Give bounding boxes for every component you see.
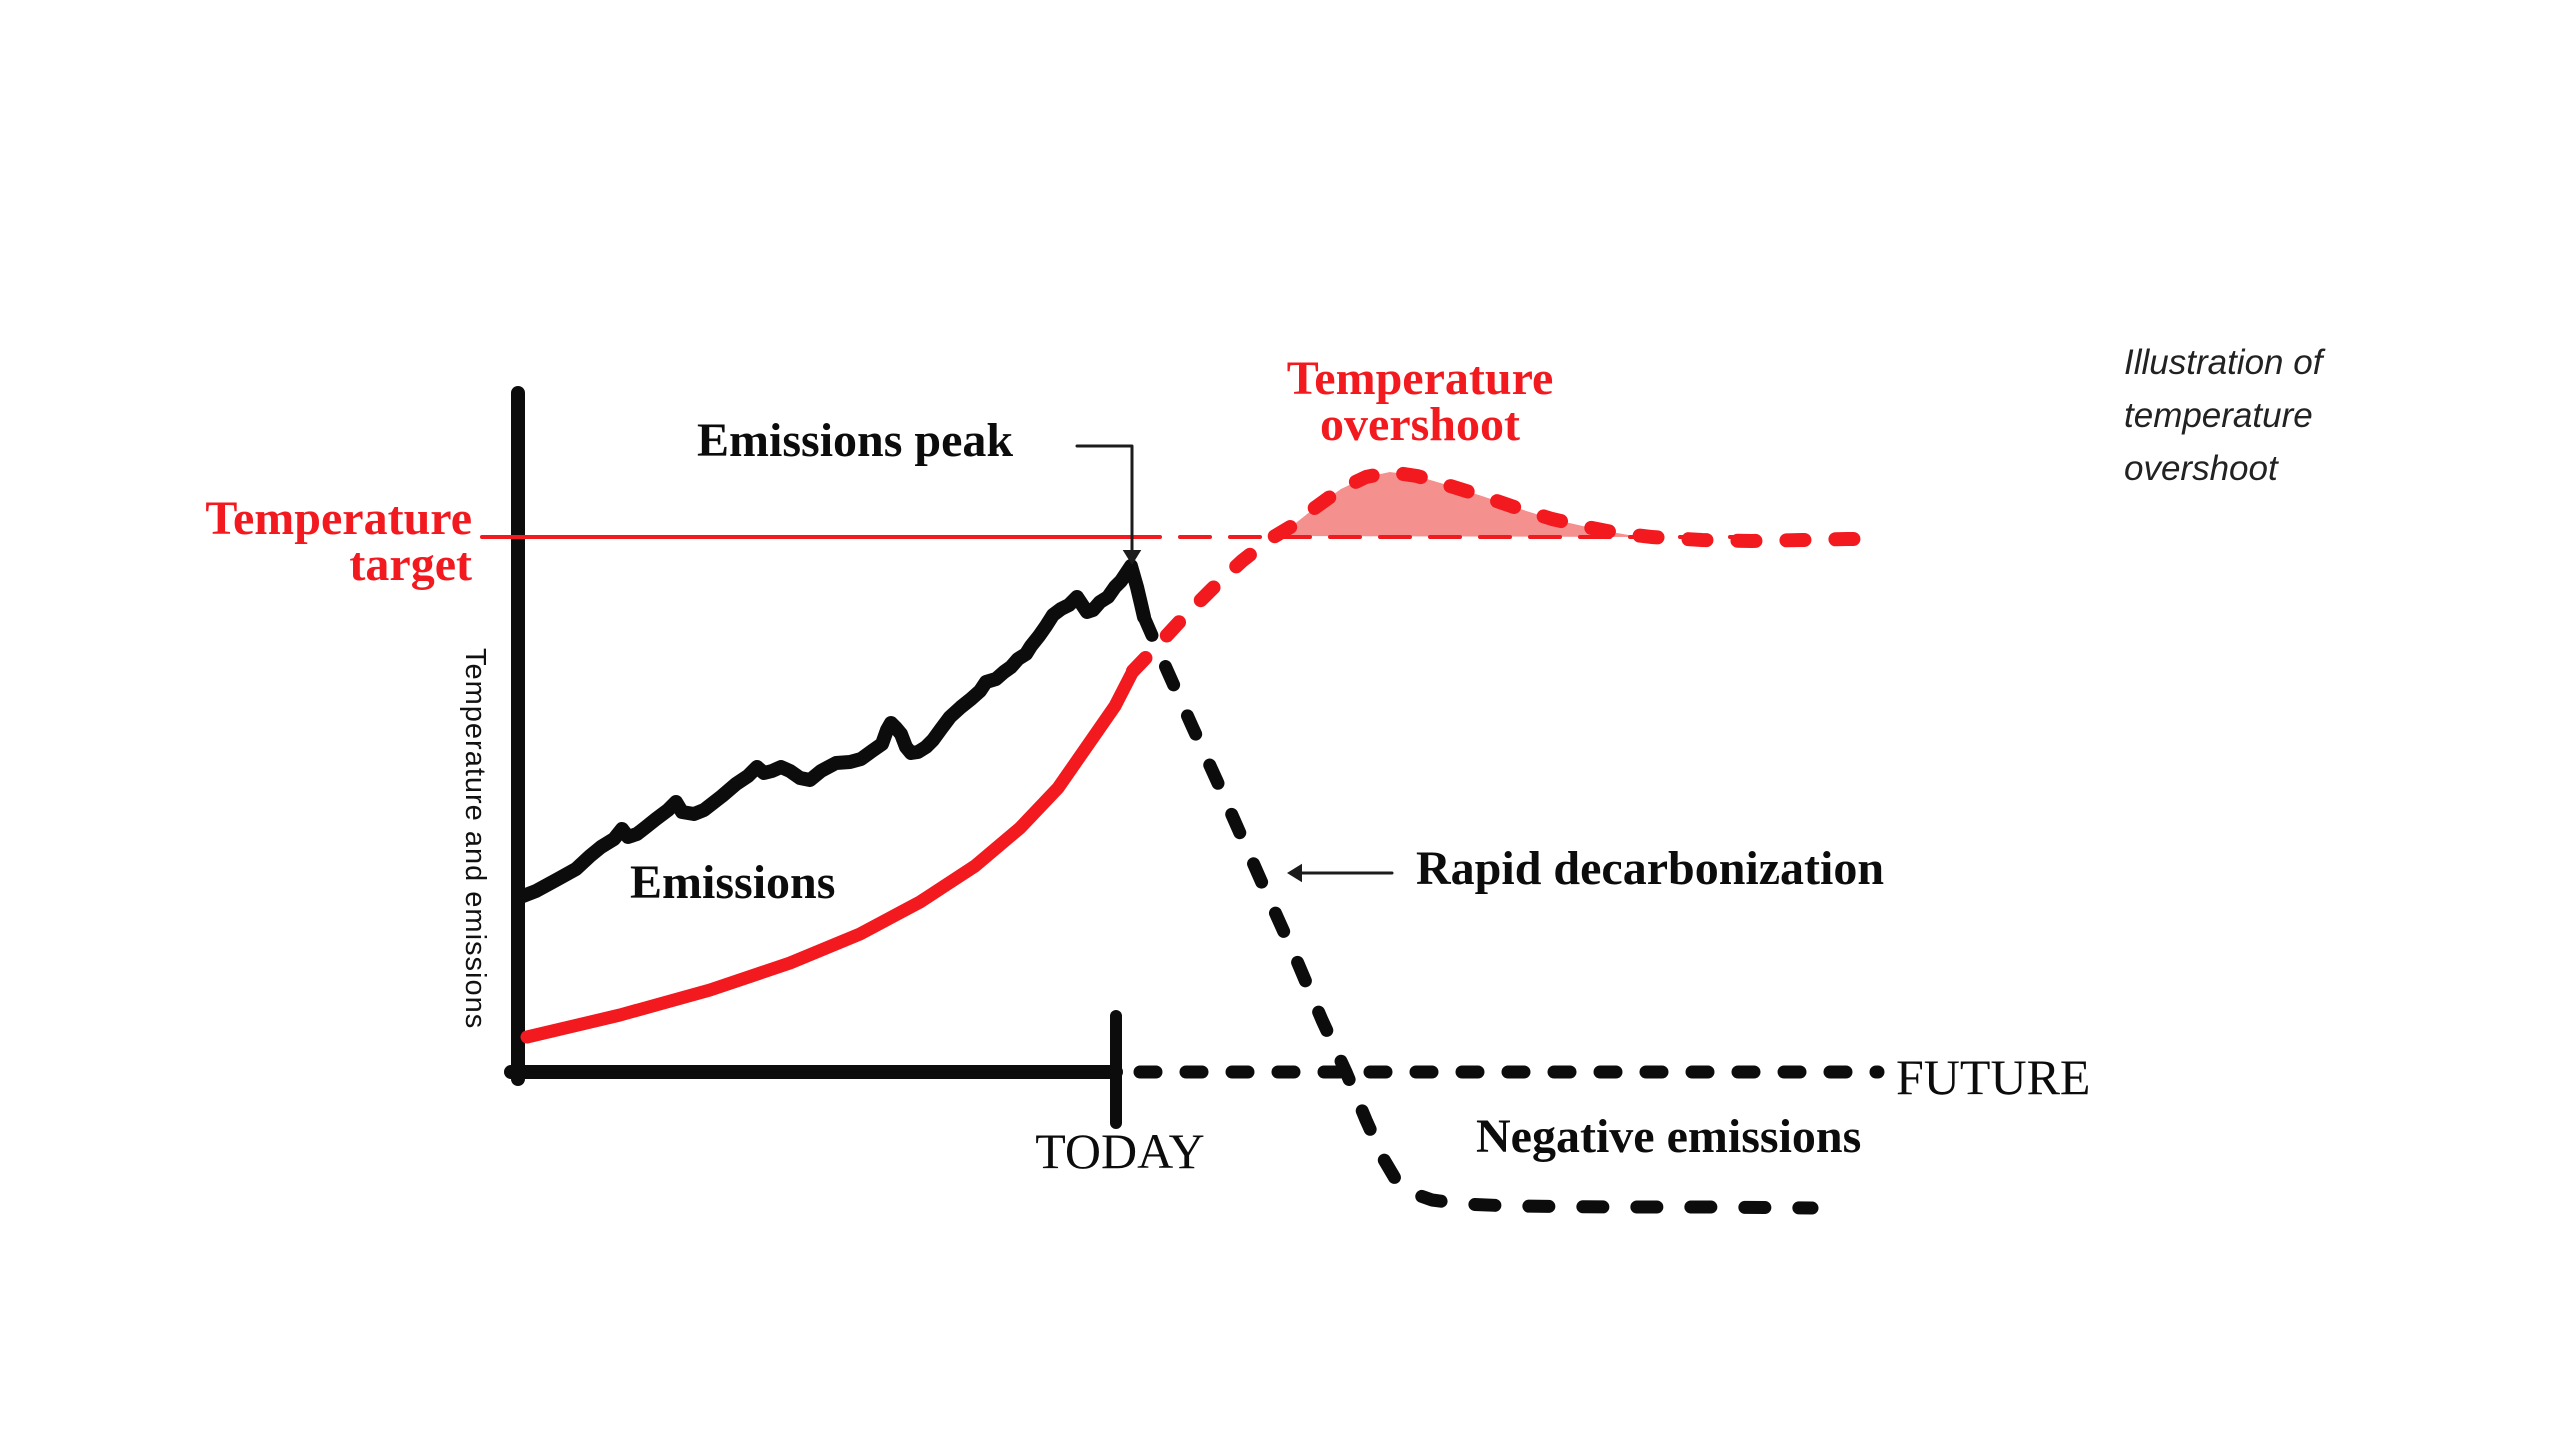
temperature-overshoot-label: Temperature overshoot	[1270, 352, 1570, 451]
emissions-peak-label: Emissions peak	[697, 414, 1014, 467]
annotation-line2: temperature	[2124, 396, 2313, 435]
annotation-line3: overshoot	[2124, 449, 2278, 488]
temperature-target-line1: Temperature	[205, 492, 472, 545]
temperature-target-label: Temperature target	[152, 492, 472, 591]
chart-title-annotation: Illustration of temperature overshoot	[2124, 336, 2322, 495]
rapid-decarbonization-arrow-head	[1287, 863, 1302, 883]
emissions-label: Emissions	[630, 856, 836, 909]
emissions-historical	[511, 559, 1151, 905]
temperature-overshoot-line1: Temperature	[1286, 352, 1554, 405]
temperature-overshoot-line2: overshoot	[1320, 398, 1520, 451]
temperature-future-overshoot	[1126, 465, 1887, 678]
future-label: FUTURE	[1896, 1049, 2091, 1105]
emissions-peak-arrow-head	[1122, 550, 1142, 565]
today-label: TODAY	[1035, 1123, 1205, 1179]
annotation-line1: Illustration of	[2124, 343, 2323, 382]
temperature-target-line2: target	[349, 538, 472, 591]
negative-emissions-label: Negative emissions	[1476, 1110, 1862, 1163]
temperature-historical	[520, 664, 1140, 1044]
emissions-peak-arrow	[1075, 444, 1134, 552]
rapid-decarbonization-label: Rapid decarbonization	[1416, 842, 1885, 895]
emissions-future-negative	[1137, 610, 1819, 1215]
y-axis-label: Temperature and emissions	[459, 648, 491, 1030]
